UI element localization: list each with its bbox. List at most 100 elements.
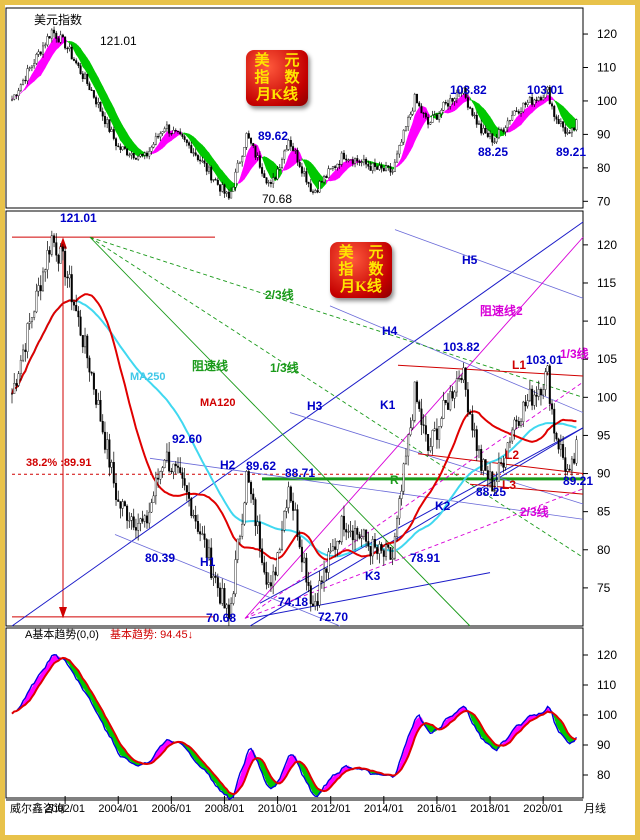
top-candle	[256, 155, 259, 158]
top-ma-band	[31, 70, 35, 84]
main-candle	[387, 544, 390, 548]
top-candle	[575, 119, 578, 131]
top-candle	[289, 140, 292, 147]
top-candle	[236, 162, 239, 173]
top-candle	[24, 79, 27, 82]
main-candle	[305, 557, 308, 583]
top-candle	[376, 166, 379, 170]
main-candle	[433, 428, 436, 431]
top-ma-band	[128, 136, 132, 152]
main-candle	[539, 389, 542, 396]
line-label-l3: L3	[502, 478, 516, 492]
top-ma-band	[241, 164, 245, 182]
top-ma-band	[120, 121, 123, 144]
top-candle	[261, 167, 264, 174]
top-candle	[471, 108, 474, 116]
main-y-axis-tick-label: 90	[597, 467, 611, 481]
main-candle	[495, 481, 498, 491]
top-candle	[551, 103, 554, 107]
top-candle	[64, 36, 67, 49]
top-candle	[212, 179, 215, 181]
top-ma-band	[117, 117, 121, 141]
line-label-k1: K1	[380, 398, 396, 412]
main-candle	[241, 523, 244, 537]
main-label-103-82: 103.82	[443, 340, 480, 354]
top-candle	[573, 127, 576, 131]
top-candle	[172, 130, 175, 134]
top-ma-band	[268, 158, 272, 179]
top-ma-band	[115, 113, 119, 137]
top-ma-band	[197, 140, 201, 156]
top-candle	[278, 167, 281, 170]
main-candle	[263, 562, 266, 573]
top-ma-band	[511, 120, 515, 132]
top-candle	[506, 120, 509, 128]
top-ma-band	[562, 105, 566, 124]
top-candle	[263, 173, 266, 178]
top-ma-band	[155, 144, 159, 153]
main-candle	[234, 559, 237, 595]
main-candle	[152, 495, 155, 503]
main-candle	[376, 547, 379, 554]
top-ma-band	[248, 145, 252, 174]
top-ma-band	[474, 100, 478, 112]
main-candle	[238, 536, 241, 540]
top-candle	[123, 146, 126, 149]
top-candle	[327, 168, 330, 179]
top-candle	[385, 165, 388, 172]
top-candle	[455, 92, 458, 99]
top-ma-band	[399, 157, 402, 166]
top-candle	[396, 153, 399, 163]
x-tick-label: 2018/01	[470, 803, 510, 815]
main-label-78-91: 78.91	[410, 551, 440, 565]
main-candle	[188, 492, 191, 499]
top-ma-band	[290, 148, 294, 168]
x-tick-label: 2002/01	[45, 803, 85, 815]
main-candle	[544, 371, 547, 390]
line-label-h5: H5	[462, 253, 478, 267]
main-candle	[170, 470, 173, 473]
main-candle	[535, 394, 538, 397]
top-ma-band	[246, 150, 250, 177]
main-candle	[458, 378, 461, 380]
main-candle	[44, 269, 47, 273]
top-ma-band	[527, 104, 531, 118]
top-ma-band	[135, 144, 139, 157]
main-badge-line3: 月K线	[340, 279, 382, 295]
main-candle	[137, 523, 140, 531]
top-candle	[95, 97, 98, 105]
range-arrow-down	[59, 606, 67, 619]
ma250-label: MA250	[130, 371, 165, 383]
main-label-70-68: 70.68	[206, 611, 236, 625]
main-candle	[400, 490, 403, 499]
main-candle	[130, 516, 133, 521]
main-price-group	[10, 221, 584, 627]
main-candle	[489, 471, 492, 480]
top-candle	[358, 160, 361, 164]
main-label-92-60: 92.60	[172, 432, 202, 446]
x-tick-label: 2014/01	[364, 803, 404, 815]
main-candle	[451, 391, 454, 399]
main-candle	[22, 349, 25, 361]
top-label-peak: 121.01	[100, 34, 137, 48]
top-candle	[13, 94, 16, 100]
main-candle	[190, 498, 193, 516]
top-ma-band	[33, 66, 37, 82]
main-y-axis-tick-label: 100	[597, 390, 617, 404]
main-candle	[192, 515, 195, 517]
top-candle	[296, 150, 299, 163]
bottom-indicator-group	[11, 653, 578, 800]
line-label-r: R	[390, 473, 399, 487]
top-candle	[334, 166, 337, 168]
top-candle	[462, 87, 465, 94]
main-candle	[570, 458, 573, 471]
main-candle	[404, 455, 407, 465]
top-candle	[546, 86, 549, 90]
main-candle	[486, 470, 489, 480]
main-candle	[548, 365, 551, 404]
main-candle	[573, 458, 576, 464]
main-candle	[53, 235, 56, 243]
main-candle	[411, 420, 414, 429]
main-candle	[15, 383, 18, 386]
